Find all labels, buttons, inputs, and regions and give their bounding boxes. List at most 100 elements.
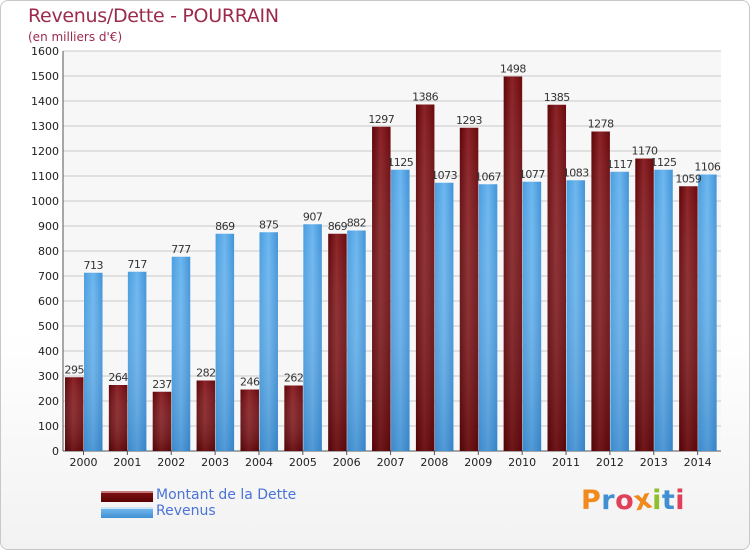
- logo-letter: i: [675, 485, 686, 516]
- data-label-revenue: 1125: [387, 156, 413, 169]
- bar-revenue-shade: [610, 171, 629, 451]
- legend-swatch-debt: [101, 491, 153, 502]
- data-label-revenue: 1067: [475, 170, 501, 183]
- data-label-debt: 869: [328, 220, 348, 233]
- x-tick-label: 2010: [508, 456, 536, 469]
- x-tick-label: 2002: [157, 456, 185, 469]
- bar-debt-shade: [591, 131, 610, 451]
- x-tick-label: 2006: [333, 456, 361, 469]
- x-tick-label: 2009: [464, 456, 492, 469]
- y-tick-label: 1100: [31, 170, 59, 183]
- logo-letter: t: [661, 485, 676, 516]
- chart-subtitle: (en milliers d'€): [28, 30, 123, 44]
- data-label-debt: 1170: [632, 145, 658, 158]
- data-label-revenue: 869: [215, 220, 235, 233]
- bar-debt-shade: [635, 158, 654, 451]
- legend-label-debt: Montant de la Dette: [156, 487, 297, 503]
- x-tick-label: 2008: [420, 456, 448, 469]
- bar-debt-shade: [240, 389, 259, 451]
- data-label-revenue: 1083: [563, 166, 589, 179]
- y-tick-label: 1600: [31, 45, 59, 58]
- bar-debt-shade: [679, 186, 698, 451]
- data-label-debt: 282: [196, 367, 216, 380]
- bar-debt-shade: [152, 391, 172, 451]
- bar-revenue-shade: [522, 181, 542, 451]
- y-tick-label: 900: [38, 220, 59, 233]
- chart-title: Revenus/Dette - POURRAIN: [28, 5, 279, 27]
- x-tick-label: 2004: [245, 456, 273, 469]
- y-tick-label: 700: [38, 270, 59, 283]
- x-tick-label: 2005: [289, 456, 317, 469]
- x-tick-label: 2001: [113, 456, 141, 469]
- bar-revenue-shade: [84, 272, 103, 451]
- data-label-debt: 1297: [368, 113, 394, 126]
- logo-letter: r: [601, 485, 616, 516]
- bar-revenue-shade: [478, 184, 498, 451]
- data-label-debt: 1385: [544, 91, 570, 104]
- y-tick-label: 1300: [31, 120, 59, 133]
- logo-letter: o: [615, 485, 635, 516]
- y-tick-label: 400: [38, 345, 59, 358]
- data-label-debt: 237: [152, 378, 172, 391]
- x-tick-label: 2012: [596, 456, 624, 469]
- y-tick-label: 1400: [31, 95, 59, 108]
- data-label-debt: 246: [240, 376, 260, 389]
- data-label-revenue: 777: [171, 243, 191, 256]
- bar-debt-shade: [503, 76, 523, 451]
- x-tick-label: 2013: [640, 456, 668, 469]
- bar-debt-shade: [284, 385, 303, 451]
- bar-revenue-shade: [434, 182, 454, 451]
- x-tick-label: 2014: [684, 456, 712, 469]
- y-tick-label: 1200: [31, 145, 59, 158]
- data-label-revenue: 1073: [431, 169, 457, 182]
- y-tick-label: 1500: [31, 70, 59, 83]
- bar-revenue-shade: [259, 232, 278, 451]
- y-tick-label: 100: [38, 420, 59, 433]
- bar-debt-shade: [65, 377, 84, 451]
- bar-debt-shade: [196, 380, 216, 451]
- bar-revenue-shade: [347, 230, 366, 451]
- bar-debt-shade: [328, 233, 347, 451]
- x-tick-label: 2011: [552, 456, 580, 469]
- data-label-revenue: 882: [347, 217, 367, 230]
- data-label-revenue: 1125: [651, 156, 677, 169]
- data-label-revenue: 907: [303, 210, 323, 223]
- bar-revenue-shade: [698, 174, 717, 451]
- bar-revenue-shade: [303, 224, 322, 451]
- data-label-revenue: 1077: [519, 168, 545, 181]
- legend-swatch-revenue: [101, 507, 153, 518]
- bar-revenue-shade: [654, 169, 673, 451]
- data-label-revenue: 717: [127, 258, 147, 271]
- data-label-debt: 1498: [500, 63, 526, 76]
- bar-revenue-shade: [391, 169, 410, 451]
- x-tick-label: 2007: [377, 456, 405, 469]
- logo-letter: i: [652, 485, 662, 516]
- data-label-debt: 295: [65, 363, 85, 376]
- y-tick-label: 800: [38, 245, 59, 258]
- data-label-revenue: 1106: [694, 161, 720, 174]
- x-tick-label: 2003: [201, 456, 229, 469]
- y-tick-label: 600: [38, 295, 59, 308]
- bar-debt-shade: [459, 127, 479, 451]
- bar-revenue-shade: [566, 180, 586, 451]
- bar-revenue-shade: [171, 256, 191, 451]
- x-tick-label: 2000: [70, 456, 98, 469]
- data-label-debt: 1386: [412, 91, 438, 104]
- data-label-debt: 262: [284, 372, 304, 385]
- y-tick-label: 1000: [31, 195, 59, 208]
- data-label-debt: 264: [108, 371, 128, 384]
- y-tick-label: 300: [38, 370, 59, 383]
- bar-revenue-shade: [215, 233, 235, 451]
- y-tick-label: 500: [38, 320, 59, 333]
- data-label-debt: 1059: [675, 172, 701, 185]
- logo-letter: P: [581, 485, 602, 516]
- bar-debt-shade: [108, 385, 128, 451]
- proxiti-logo: Proxiti: [581, 483, 686, 517]
- data-label-revenue: 713: [84, 259, 104, 272]
- bar-debt-shade: [372, 126, 391, 451]
- bar-debt-shade: [415, 104, 435, 451]
- legend-label-revenue: Revenus: [156, 503, 216, 519]
- bar-revenue-shade: [127, 271, 147, 451]
